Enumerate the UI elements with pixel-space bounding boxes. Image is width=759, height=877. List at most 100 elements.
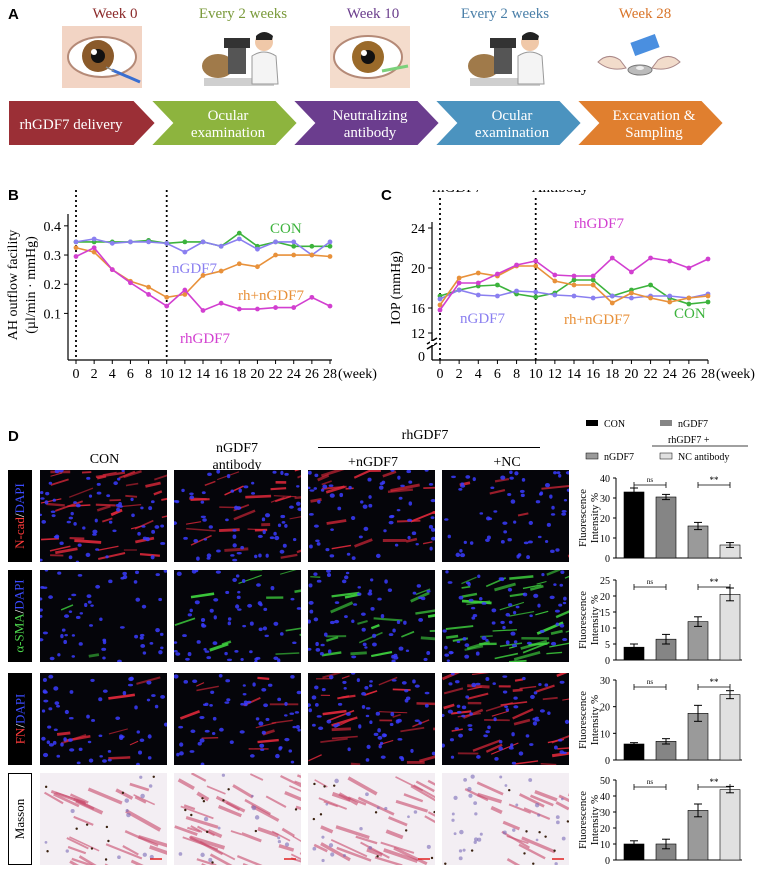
signal-streak — [529, 584, 544, 591]
dapi-nucleus — [566, 488, 569, 492]
series-label-nGDF7: nGDF7 — [172, 261, 218, 277]
dapi-nucleus — [507, 493, 512, 496]
masson-fiber — [395, 799, 429, 813]
signal-streak — [139, 553, 161, 557]
dapi-nucleus — [544, 683, 549, 687]
bar-y-tick-label: 20 — [600, 703, 610, 714]
y-tick-label: 12 — [411, 327, 425, 342]
signal-streak — [354, 538, 373, 548]
dapi-nucleus — [414, 719, 420, 722]
dapi-nucleus — [521, 477, 526, 482]
masson-dark — [470, 849, 474, 852]
dapi-nucleus — [160, 524, 165, 528]
signal-streak — [326, 636, 339, 642]
y-axis-label-line2: (µl/min · mmHg) — [24, 236, 39, 334]
dapi-nucleus — [313, 487, 318, 490]
series-point-CON — [705, 299, 711, 305]
row-label-sep: / — [12, 609, 28, 614]
dapi-nucleus — [204, 702, 209, 706]
dapi-nucleus — [182, 634, 187, 638]
dapi-nucleus — [134, 634, 139, 639]
dapi-nucleus — [520, 493, 525, 498]
dapi-nucleus — [525, 734, 530, 738]
signal-streak — [221, 640, 232, 646]
dapi-nucleus — [461, 705, 467, 710]
dapi-nucleus — [292, 538, 297, 542]
masson-fiber — [476, 781, 504, 796]
dapi-nucleus — [86, 476, 91, 480]
series-point-nGDF7 — [91, 236, 97, 242]
dapi-nucleus — [263, 607, 268, 611]
dapi-nucleus — [357, 586, 361, 589]
dapi-nucleus — [327, 649, 332, 654]
series-point-nGDF7 — [200, 239, 206, 245]
series-point-CON — [309, 243, 315, 249]
signal-streak — [494, 652, 519, 660]
series-point-rhGDF7 — [514, 262, 519, 268]
series-point-CON — [533, 294, 539, 300]
signal-streak — [528, 642, 548, 646]
dapi-nucleus — [326, 573, 332, 578]
dapi-nucleus — [527, 540, 533, 544]
masson-fiber — [427, 811, 435, 817]
micrograph-r3-c3 — [442, 773, 569, 865]
series-point-rh+nGDF7 — [475, 270, 481, 276]
signal-streak — [294, 589, 301, 594]
dapi-nucleus — [458, 733, 463, 738]
row-label-dapi: DAPI — [12, 483, 28, 514]
dapi-nucleus — [68, 738, 73, 742]
dapi-nucleus — [367, 477, 372, 482]
dapi-nucleus — [390, 712, 395, 717]
dapi-nucleus — [295, 725, 300, 729]
masson-fiber — [257, 826, 279, 838]
dapi-nucleus — [225, 679, 231, 683]
signal-streak — [145, 481, 161, 488]
dapi-nucleus — [163, 570, 167, 573]
row-label-sep: / — [12, 513, 28, 518]
dapi-nucleus — [468, 727, 473, 731]
bar-y-tick-label: 40 — [600, 792, 610, 803]
masson-fiber — [508, 803, 532, 814]
dapi-nucleus — [239, 730, 245, 734]
signal-streak — [41, 537, 60, 541]
masson-fiber — [338, 792, 359, 806]
signal-streak — [378, 676, 398, 686]
series-point-rhGDF7 — [200, 308, 206, 313]
signal-streak — [371, 650, 393, 658]
masson-blue — [473, 801, 478, 806]
x-tick-label: 18 — [605, 367, 619, 382]
dapi-nucleus — [230, 554, 235, 557]
masson-dark — [90, 847, 94, 850]
masson-dark — [444, 862, 447, 865]
dapi-nucleus — [418, 721, 422, 725]
masson-fiber — [380, 841, 415, 854]
dapi-nucleus — [502, 690, 508, 694]
dapi-nucleus — [461, 714, 466, 718]
dapi-nucleus — [352, 603, 358, 606]
dapi-nucleus — [493, 717, 497, 722]
masson-fiber — [265, 795, 287, 809]
dapi-nucleus — [534, 716, 539, 720]
dapi-nucleus — [308, 708, 313, 713]
dapi-nucleus — [278, 746, 282, 751]
series-point-rhGDF7 — [475, 280, 481, 286]
dapi-nucleus — [102, 656, 106, 660]
masson-blue — [124, 798, 130, 803]
dapi-nucleus — [56, 754, 61, 758]
dapi-nucleus — [241, 578, 246, 583]
series-point-rhGDF7 — [309, 294, 315, 300]
dapi-nucleus — [415, 542, 419, 546]
x-tick-label: 10 — [529, 367, 543, 382]
dapi-nucleus — [73, 521, 77, 526]
dapi-nucleus — [348, 485, 352, 490]
signal-streak — [513, 650, 541, 661]
masson-fiber — [217, 804, 242, 818]
dapi-nucleus — [259, 743, 265, 748]
series-point-rhGDF7 — [609, 255, 615, 261]
dapi-nucleus — [430, 527, 435, 532]
series-point-CON — [590, 277, 596, 283]
dapi-nucleus — [336, 723, 340, 727]
series-label-rh+nGDF7: rh+nGDF7 — [238, 288, 304, 304]
dapi-nucleus — [94, 518, 98, 523]
dapi-nucleus — [77, 543, 82, 547]
